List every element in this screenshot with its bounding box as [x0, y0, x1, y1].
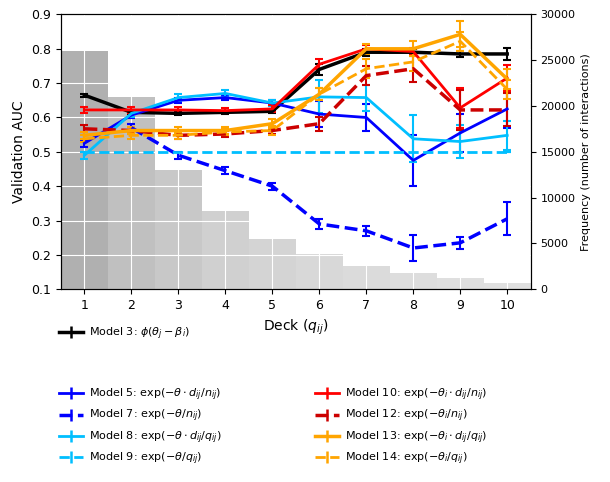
Y-axis label: Frequency (number of interactions): Frequency (number of interactions) — [581, 53, 591, 251]
Bar — [484, 283, 531, 289]
Bar — [296, 254, 343, 289]
Bar — [108, 97, 155, 289]
Legend: Model 5: $\exp(-\theta \cdot d_{ij}/n_{ij})$, Model 7: $\exp(-\theta/n_{ij})$, M: Model 5: $\exp(-\theta \cdot d_{ij}/n_{i… — [54, 382, 226, 471]
Legend: Model 10: $\exp(-\theta_i \cdot d_{ij}/n_{ij})$, Model 12: $\exp(-\theta_i/n_{ij: Model 10: $\exp(-\theta_i \cdot d_{ij}/n… — [310, 382, 492, 471]
Bar — [343, 266, 390, 289]
Bar — [61, 51, 108, 289]
Bar — [202, 211, 249, 289]
Bar — [155, 170, 202, 289]
Bar — [249, 239, 296, 289]
Legend: Model 3: $\phi(\theta_j - \beta_i)$: Model 3: $\phi(\theta_j - \beta_i)$ — [54, 321, 194, 346]
Bar — [437, 278, 484, 289]
Y-axis label: Validation AUC: Validation AUC — [12, 101, 26, 203]
X-axis label: Deck $(q_{ij})$: Deck $(q_{ij})$ — [263, 318, 329, 337]
Bar — [390, 273, 437, 289]
